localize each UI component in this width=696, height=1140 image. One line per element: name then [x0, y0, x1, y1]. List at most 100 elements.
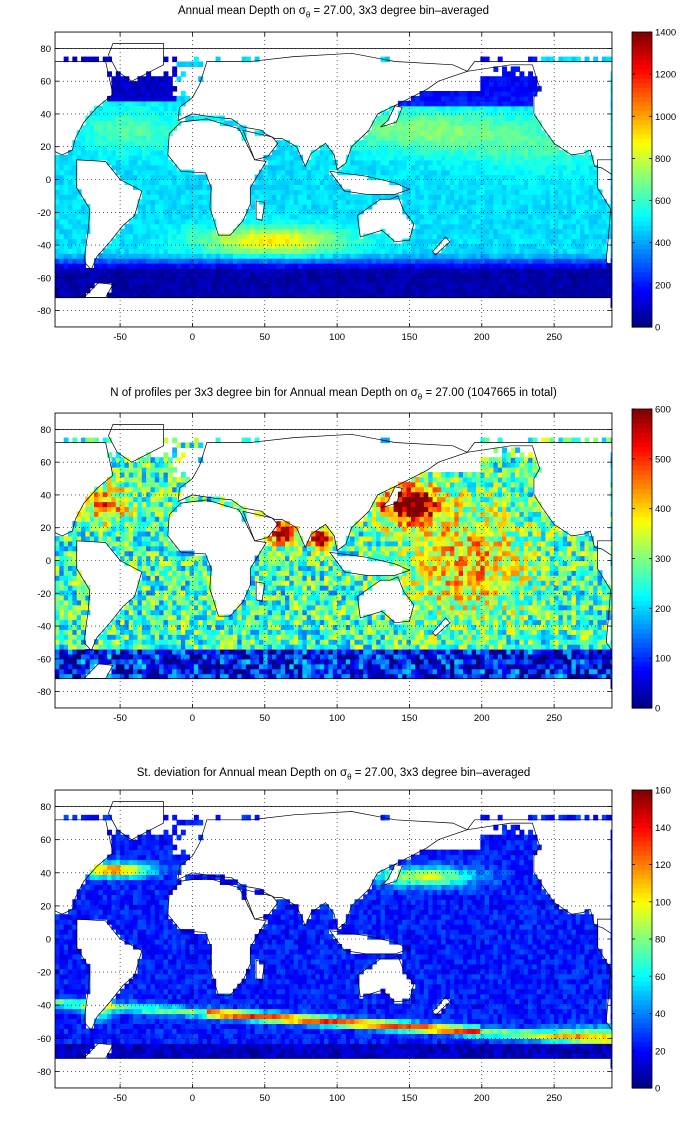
heatmap-cell: [128, 258, 134, 264]
heatmap-cell: [128, 462, 134, 468]
heatmap-cell: [94, 511, 99, 517]
heatmap-cell: [198, 194, 204, 200]
heatmap-cell: [76, 653, 82, 660]
heatmap-cell: [397, 277, 403, 284]
heatmap-cell: [467, 243, 473, 249]
heatmap-cell: [76, 629, 82, 635]
heatmap-cell: [133, 105, 139, 112]
heatmap-cell: [419, 179, 425, 186]
heatmap-cell: [493, 140, 499, 146]
heatmap-cell: [358, 282, 364, 289]
heatmap-cell: [59, 639, 65, 645]
heatmap-cell: [128, 540, 134, 547]
heatmap-cell: [159, 199, 165, 205]
heatmap-cell: [150, 228, 156, 235]
heatmap-cell: [302, 174, 308, 181]
heatmap-cell: [549, 174, 555, 181]
heatmap-cell: [111, 130, 117, 136]
heatmap-cell: [497, 228, 503, 235]
heatmap-cell: [133, 634, 139, 640]
heatmap-cell: [141, 649, 147, 655]
heatmap-cell: [146, 545, 152, 552]
heatmap-cell: [137, 594, 143, 601]
heatmap-cell: [89, 535, 95, 542]
heatmap-cell: [554, 218, 560, 225]
heatmap-cell: [198, 287, 204, 294]
heatmap-cell: [137, 105, 143, 112]
heatmap-cell: [120, 272, 126, 279]
heatmap-cell: [441, 258, 447, 264]
heatmap-cell: [332, 209, 338, 215]
heatmap-cell: [63, 668, 69, 675]
heatmap-cell: [571, 238, 577, 245]
heatmap-cell: [280, 277, 286, 284]
heatmap-cell: [311, 243, 317, 249]
heatmap-cell: [489, 135, 494, 141]
heatmap-cell: [154, 105, 160, 112]
heatmap-cell: [350, 150, 356, 156]
heatmap-cell: [120, 609, 126, 616]
heatmap-cell: [107, 258, 113, 264]
heatmap-cell: [102, 248, 108, 254]
heatmap-cell: [610, 238, 612, 245]
heatmap-cell: [133, 277, 139, 284]
heatmap-cell: [567, 282, 573, 289]
heatmap-cell: [467, 110, 473, 117]
heatmap-cell: [380, 272, 386, 279]
heatmap-cell: [124, 263, 130, 269]
heatmap-cell: [384, 130, 390, 136]
heatmap-cell: [193, 253, 199, 259]
heatmap-cell: [571, 253, 577, 259]
heatmap-cell: [471, 194, 477, 200]
heatmap-cell: [146, 575, 152, 581]
heatmap-cell: [120, 491, 126, 498]
heatmap-cell: [580, 238, 586, 245]
heatmap-cell: [610, 110, 612, 117]
heatmap-cell: [146, 599, 152, 606]
heatmap-cell: [515, 292, 521, 299]
heatmap-cell: [428, 115, 434, 122]
heatmap-cell: [454, 95, 460, 102]
heatmap-cell: [610, 174, 612, 181]
heatmap-cell: [102, 272, 108, 279]
heatmap-cell: [293, 199, 299, 205]
heatmap-cell: [98, 268, 104, 274]
colorbar-segment: [632, 197, 652, 204]
heatmap-cell: [193, 174, 199, 181]
colorbar-segment: [632, 244, 652, 250]
heatmap-cell: [298, 243, 303, 249]
heatmap-cell: [510, 194, 516, 200]
heatmap-cell: [510, 71, 516, 77]
heatmap-cell: [562, 228, 568, 235]
heatmap-cell: [163, 100, 169, 107]
heatmap-cell: [480, 228, 486, 235]
heatmap-cell: [193, 213, 199, 220]
heatmap-cell: [141, 145, 147, 151]
heatmap-cell: [298, 218, 303, 225]
heatmap-cell: [146, 639, 152, 645]
heatmap-cell: [506, 135, 512, 141]
heatmap-cell: [98, 258, 104, 264]
heatmap-cell: [341, 248, 347, 254]
heatmap-cell: [68, 609, 73, 616]
colorbar-segment: [632, 225, 652, 231]
heatmap-cell: [276, 253, 282, 259]
heatmap-cell: [454, 184, 460, 190]
heatmap-cell: [172, 66, 178, 72]
heatmap-cell: [371, 233, 377, 240]
heatmap-cell: [81, 248, 86, 254]
heatmap-cell: [528, 204, 534, 210]
heatmap-cell: [241, 228, 247, 235]
heatmap-cell: [241, 277, 247, 284]
heatmap-cell: [441, 194, 447, 200]
heatmap-cell: [285, 263, 290, 269]
heatmap-cell: [111, 159, 117, 166]
heatmap-cell: [549, 189, 555, 195]
heatmap-cell: [558, 213, 564, 220]
heatmap-cell: [141, 194, 147, 200]
heatmap-cell: [532, 258, 538, 264]
heatmap-cell: [458, 140, 464, 146]
heatmap-cell: [467, 233, 473, 240]
heatmap-cell: [124, 105, 130, 112]
heatmap-cell: [519, 130, 525, 136]
